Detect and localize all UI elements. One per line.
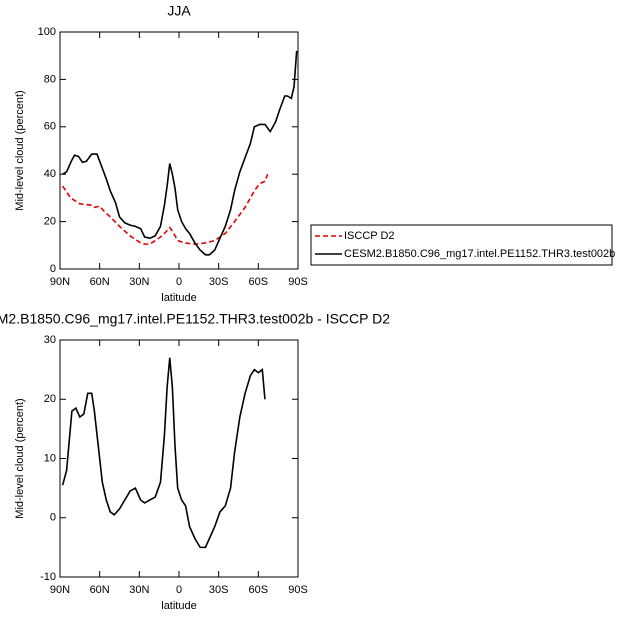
- y-tick-label: 10: [44, 452, 56, 464]
- plot-frame: [59, 339, 299, 578]
- x-tick-label: 90N: [50, 584, 70, 596]
- chart-title: JJA: [167, 3, 191, 19]
- y-axis-label: Mid-level cloud (percent): [14, 398, 26, 518]
- y-axis-label: Mid-level cloud (percent): [14, 90, 26, 210]
- y-tick-label: 80: [44, 73, 56, 85]
- plot-frame: [59, 31, 299, 270]
- data-line: [61, 173, 269, 245]
- x-tick-label: 60S: [249, 584, 269, 596]
- y-tick-label: 60: [44, 121, 56, 133]
- x-tick-label: 60S: [249, 276, 269, 288]
- x-tick-label: 30N: [129, 584, 149, 596]
- x-tick-label: 60N: [90, 276, 110, 288]
- x-tick-label: 60N: [90, 584, 110, 596]
- legend-label: CESM2.B1850.C96_mg17.intel.PE1152.THR3.t…: [344, 248, 615, 260]
- y-tick-label: -10: [40, 571, 56, 583]
- y-tick-label: 20: [44, 216, 56, 228]
- data-line: [61, 357, 266, 549]
- legend-box: [310, 224, 613, 266]
- y-tick-label: 20: [44, 393, 56, 405]
- x-tick-label: 0: [176, 584, 182, 596]
- x-axis-label: latitude: [161, 600, 196, 612]
- x-tick-label: 30S: [209, 584, 229, 596]
- y-tick-label: 100: [38, 26, 56, 38]
- data-line: [62, 50, 298, 256]
- y-tick-label: 0: [50, 512, 56, 524]
- y-tick-label: 30: [44, 334, 56, 346]
- x-tick-label: 90S: [288, 584, 308, 596]
- x-tick-label: 0: [176, 276, 182, 288]
- x-tick-label: 30S: [209, 276, 229, 288]
- x-tick-label: 90N: [50, 276, 70, 288]
- legend-label: ISCCP D2: [344, 230, 395, 242]
- y-tick-label: 0: [50, 263, 56, 275]
- x-axis-label: latitude: [161, 292, 196, 304]
- x-tick-label: 90S: [288, 276, 308, 288]
- chart-title: CESM2.B1850.C96_mg17.intel.PE1152.THR3.t…: [0, 311, 390, 327]
- y-tick-label: 40: [44, 168, 56, 180]
- x-tick-label: 30N: [129, 276, 149, 288]
